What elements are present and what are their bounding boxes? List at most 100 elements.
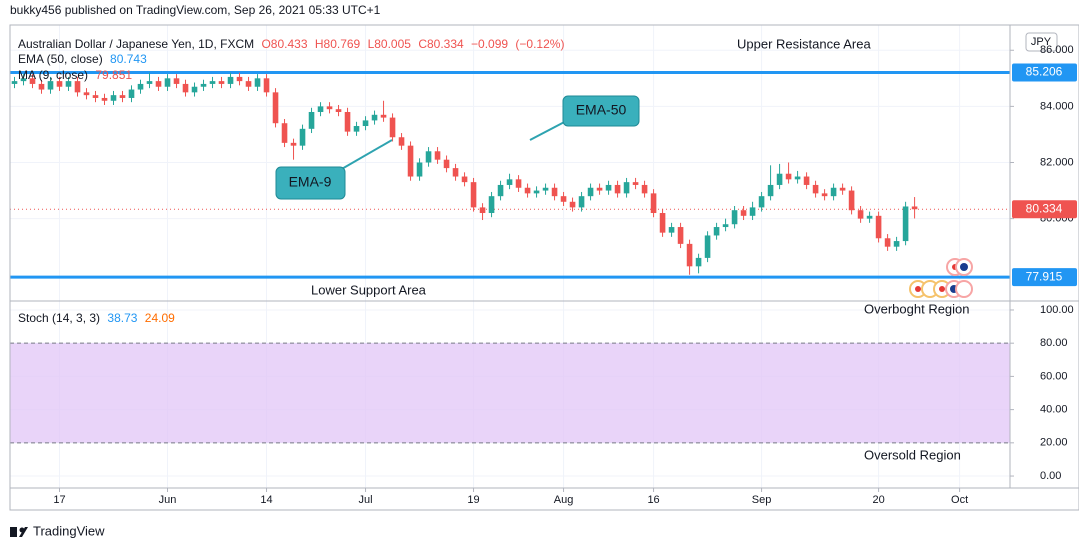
legend-name: MA (9, close) (18, 68, 89, 82)
candle-body (911, 206, 918, 210)
footer: TradingView (33, 523, 105, 538)
legend-value: 24.09 (144, 311, 175, 325)
candle-body (227, 76, 234, 84)
event-icons (909, 258, 973, 298)
candle-body (452, 168, 459, 177)
candle-body (614, 184, 621, 194)
candle-body (380, 114, 387, 118)
candle-body (335, 109, 342, 112)
candle-body (461, 176, 468, 183)
candle-body (299, 128, 306, 146)
candle-body (506, 179, 513, 185)
candle-body (776, 173, 783, 185)
candle-body (866, 215, 873, 219)
candle-body (767, 184, 774, 197)
candle-body (812, 184, 819, 194)
x-tick-label: Jul (359, 494, 373, 506)
x-tick-label: Jun (159, 494, 177, 506)
annotation: EMA-9 (289, 174, 332, 190)
candle-body (515, 179, 522, 188)
annotation: Oversold Region (864, 447, 961, 462)
y-tick-label: 80.00 (1040, 337, 1068, 349)
candle-body (245, 81, 252, 87)
legend-name: EMA (50, close) (18, 52, 103, 66)
candle-body (713, 227, 720, 236)
legend-value: 80.743 (110, 52, 147, 66)
annotation: Upper Resistance Area (737, 36, 871, 51)
marks (10, 71, 1010, 444)
candle-body (524, 187, 531, 194)
candle-body (596, 187, 603, 191)
candle-body (668, 227, 675, 233)
legend-ma9: MA (9, close) 79.851 (18, 68, 136, 82)
legend-name: Stoch (14, 3, 3) (18, 311, 101, 325)
candle-body (362, 120, 369, 127)
y-tick-label: 40.00 (1040, 404, 1068, 416)
candle-body (848, 190, 855, 211)
x-tick-label: Sep (752, 494, 772, 506)
legend-symbol: Australian Dollar / Japanese Yen, 1D, FX… (18, 37, 568, 51)
candle-body (803, 176, 810, 185)
candle-body (371, 114, 378, 121)
candle-body (722, 224, 729, 228)
price-label-box (1012, 63, 1077, 82)
candle-body (425, 151, 432, 163)
candle-body (569, 201, 576, 208)
candle-body (92, 95, 99, 98)
candle-body (587, 187, 594, 197)
candle-body (677, 227, 684, 244)
price-label: 85.206 (1026, 65, 1063, 79)
candle-body (254, 78, 261, 87)
candle-body (101, 97, 108, 101)
y-tick-label: 60.00 (1040, 370, 1068, 382)
candle-body (155, 81, 162, 87)
candle-body (389, 117, 396, 138)
currency: JPY (1031, 36, 1052, 48)
candle-body (830, 187, 837, 197)
candle-body (650, 193, 657, 214)
candle-body (659, 213, 666, 233)
candle-body (308, 111, 315, 129)
candle-body (11, 81, 18, 84)
currency-badge[interactable] (1025, 32, 1058, 52)
candle-body (38, 83, 45, 90)
frame (9, 24, 1079, 511)
candle-body (74, 81, 81, 93)
candle-body (740, 210, 747, 216)
candle-body (632, 182, 639, 185)
legend-value: 79.851 (95, 68, 133, 82)
candle-body (560, 196, 567, 202)
candle-body (533, 190, 540, 194)
annotation: EMA-50 (576, 102, 627, 118)
annotation: Lower Support Area (311, 282, 427, 297)
candle-body (605, 184, 612, 191)
candle-body (641, 184, 648, 194)
stoch-band (10, 343, 1010, 443)
x-tick-label: 16 (647, 494, 659, 506)
y-tick-label: 84.000 (1040, 100, 1074, 112)
candle-body (542, 187, 549, 191)
annotation: Overboght Region (864, 301, 970, 316)
candle-body (839, 187, 846, 191)
candle-body (110, 95, 117, 101)
price-label: 77.915 (1026, 269, 1063, 283)
candle-body (398, 137, 405, 146)
candle-body (758, 196, 765, 208)
candle-body (65, 81, 72, 87)
candle-body (443, 159, 450, 169)
candle-body (317, 106, 324, 112)
candle-body (263, 78, 270, 93)
legend-value: 38.73 (107, 311, 138, 325)
candle-body (551, 187, 558, 197)
change-pct: (−0.12%) (515, 37, 565, 51)
candle-body (83, 92, 90, 96)
candle-body (731, 210, 738, 225)
candle-body (875, 215, 882, 239)
candle-body (857, 210, 864, 219)
candle-body (182, 83, 189, 93)
candle-body (488, 196, 495, 214)
candle-body (326, 106, 333, 110)
candle-body (353, 126, 360, 132)
